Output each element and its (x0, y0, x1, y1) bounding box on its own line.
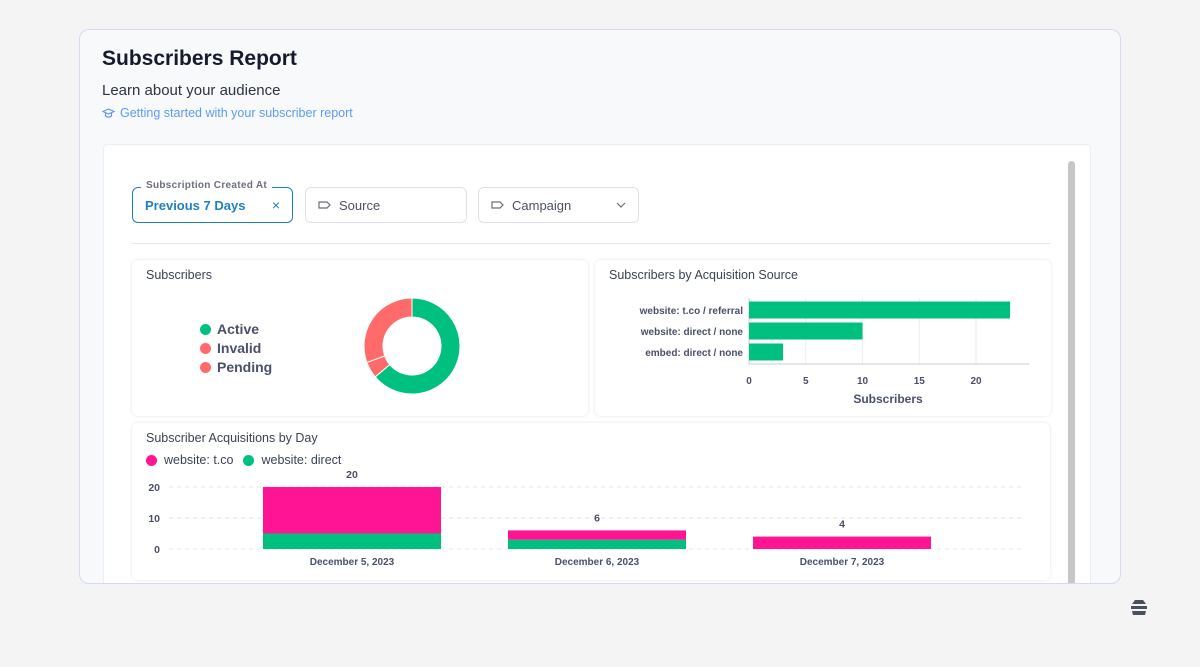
x-tick-label: 15 (914, 376, 926, 387)
legend-dot (243, 454, 255, 466)
card-title: Subscribers (146, 268, 212, 282)
legend-item-tco[interactable]: website: t.co (146, 453, 233, 467)
tag-icon (318, 201, 331, 209)
graduation-cap-icon (102, 108, 115, 118)
bar (749, 322, 863, 340)
acquisitions-by-day-card: Subscriber Acquisitions by Day website: … (132, 423, 1050, 580)
y-tick-label: website: direct / none (640, 327, 744, 338)
bar (749, 301, 1011, 319)
card-title: Subscriber Acquisitions by Day (146, 431, 318, 445)
x-tick-label: 10 (857, 376, 869, 387)
acquisition-source-card: Subscribers by Acquisition Source 0 5 10 15… (595, 260, 1051, 416)
y-tick-label: 20 (148, 482, 160, 494)
day-chart-legend: website: t.co website: direct (146, 453, 341, 467)
bar-website-direct (508, 539, 686, 549)
total-label: 4 (839, 519, 845, 531)
help-link[interactable]: Getting started with your subscriber rep… (102, 106, 353, 120)
divider (132, 243, 1050, 244)
page-title: Subscribers Report (102, 47, 297, 70)
report-panel: Subscription Created At Previous 7 Days … (103, 144, 1091, 583)
legend-item-direct[interactable]: website: direct (243, 453, 341, 467)
legend-item-pending: Pending (200, 359, 272, 375)
legend-label: Invalid (217, 340, 262, 356)
help-link-text: Getting started with your subscriber rep… (120, 106, 353, 120)
date-filter-label: Subscription Created At (141, 180, 272, 191)
donut-slice-pending (363, 297, 413, 364)
y-tick-label: embed: direct / none (645, 348, 743, 359)
y-tick-label: 0 (154, 544, 160, 556)
bar-website-t-co (263, 487, 441, 534)
x-tick-label: 0 (746, 376, 752, 387)
x-tick-label: December 5, 2023 (310, 557, 395, 568)
source-filter-placeholder: Source (339, 197, 381, 213)
legend-dot (200, 342, 211, 354)
legend-item-active: Active (200, 321, 259, 337)
bar-website-t-co (753, 536, 931, 549)
legend-label: Active (217, 321, 260, 337)
y-tick-label: 10 (148, 513, 160, 525)
campaign-filter[interactable]: Campaign (478, 187, 639, 223)
date-filter-value: Previous 7 Days (145, 197, 246, 213)
campaign-filter-placeholder: Campaign (512, 197, 572, 213)
bar-website-direct (263, 533, 441, 549)
legend-dot (200, 323, 211, 335)
subscribers-card: Subscribers Active Invalid Pending (132, 260, 588, 416)
page-subtitle: Learn about your audience (102, 82, 281, 99)
x-tick-label: 20 (970, 376, 982, 387)
donut-chart (363, 297, 461, 395)
donut-slice-active (374, 297, 461, 395)
acquisition-source-chart: 0 5 10 15 20 website: t.co / referral website:… (611, 274, 1030, 406)
total-label: 20 (346, 469, 358, 481)
acquisitions-by-day-chart: 0 10 20 20 December 5, 2023 6 December 6, 2023… (148, 469, 1024, 568)
clear-icon[interactable]: × (271, 197, 280, 213)
y-axis-title: Acquisition Source (611, 274, 625, 384)
legend-item-invalid: Invalid (200, 340, 261, 356)
x-axis-title: Subscribers (853, 392, 923, 406)
x-tick-label: 5 (803, 376, 809, 387)
logo-icon (1131, 600, 1147, 615)
x-tick-label: December 7, 2023 (800, 557, 885, 568)
chevron-down-icon[interactable] (616, 202, 626, 208)
bar (749, 343, 784, 361)
total-label: 6 (594, 512, 600, 524)
legend-label: website: direct (261, 453, 342, 467)
scrollbar[interactable] (1068, 161, 1075, 583)
bar-website-t-co (508, 530, 686, 540)
source-filter[interactable]: Source (305, 187, 467, 223)
tag-icon (491, 201, 504, 209)
legend-label: Pending (217, 359, 273, 375)
x-tick-label: December 6, 2023 (555, 557, 640, 568)
report-container: Subscribers Report Learn about your audi… (79, 29, 1121, 584)
date-filter[interactable]: Subscription Created At Previous 7 Days … (132, 180, 293, 223)
card-title: Subscribers by Acquisition Source (609, 268, 798, 282)
legend-dot (146, 454, 157, 466)
legend-dot (200, 361, 211, 373)
legend-label: website: t.co (164, 453, 234, 467)
y-tick-label: website: t.co / referral (639, 306, 744, 317)
